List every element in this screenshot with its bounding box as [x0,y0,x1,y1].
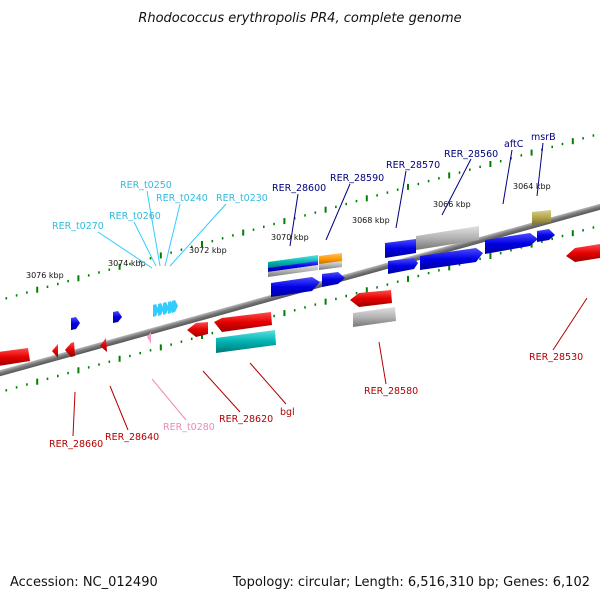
leader-line [72,391,76,437]
leader-line [97,231,153,269]
gene-feature-msrb[interactable] [537,229,555,242]
leader-line [133,221,157,267]
gene-label[interactable]: RER_t0240 [156,193,208,204]
gene-label[interactable]: RER_28660 [49,439,103,450]
scale-labels: 3076 kbp 3074 kbp 3072 kbp 3070 kbp 3068… [26,182,551,280]
gene-label[interactable]: bgl [280,407,295,418]
leader-line [325,183,351,241]
gene-feature-rer-28580-grey[interactable] [353,307,396,327]
gene-feature-rer-28600[interactable] [271,277,320,297]
leader-line [552,297,588,351]
gene-feature-rer-28560[interactable] [420,248,483,270]
scale-label: 3076 kbp [26,271,64,280]
gene-labels-bottom: RER_28660 RER_28640 RER_t0280 RER_28620 … [49,352,583,450]
leader-line [146,190,161,267]
leader-line [502,149,513,205]
gene-label[interactable]: RER_t0270 [52,221,104,232]
trna-feature-reverse[interactable] [147,332,151,344]
gene-feature-small-forward[interactable] [113,311,122,323]
gene-label[interactable]: RER_t0250 [120,180,172,191]
scale-label: 3074 kbp [108,259,146,268]
leader-line [109,385,129,431]
tick-row-outer [5,134,595,300]
map-title: Rhodococcus erythropolis PR4, complete g… [138,11,461,26]
gene-feature-rer-28640[interactable] [100,338,107,352]
gene-label[interactable]: aftC [504,139,524,150]
gene-feature-small-forward[interactable] [71,317,80,330]
reverse-strand-genes [0,244,600,366]
gene-feature-aftc[interactable] [485,233,538,254]
leader-line [151,378,187,421]
gene-feature-rer-28530[interactable] [566,244,600,262]
scale-label: 3068 kbp [352,216,390,225]
gene-label[interactable]: RER_28640 [105,432,159,443]
gene-label[interactable]: RER_28570 [386,160,440,171]
gene-label[interactable]: RER_28530 [529,352,583,363]
leader-line [536,142,544,197]
gene-label[interactable]: RER_28560 [444,149,498,160]
gene-feature-rer-28600-grey[interactable] [268,265,318,277]
gene-feature-rer-28600-blue[interactable] [268,261,318,272]
gene-feature-bgl[interactable] [216,330,276,353]
gene-label[interactable]: RER_28580 [364,386,418,397]
gene-feature-small-reverse[interactable] [52,344,58,358]
gene-label[interactable]: RER_28600 [272,183,326,194]
gene-feature-rer-28570[interactable] [385,239,416,258]
gene-feature-rer-28580[interactable] [350,290,392,307]
gene-feature-rer-28600-teal[interactable] [268,255,318,269]
leader-lines [72,142,588,437]
gene-feature-rer-28660[interactable] [65,342,75,357]
topology-text: Topology: circular; Length: 6,516,310 bp… [232,575,590,590]
accession-text: Accession: NC_012490 [10,575,158,590]
gene-feature-rer-28560-grey[interactable] [416,226,479,250]
gene-labels-top: RER_t0270 RER_t0260 RER_t0250 RER_t0240 … [52,132,556,232]
gene-feature-rer-28590-grey[interactable] [319,261,342,270]
gene-feature-rer-28590[interactable] [322,272,345,287]
leader-line [202,370,241,413]
scale-label: 3064 kbp [513,182,551,191]
gene-label[interactable]: RER_28590 [330,173,384,184]
leader-line [289,193,299,247]
leader-line [164,203,181,267]
scale-label: 3066 kbp [433,200,471,209]
gene-label[interactable]: RER_28620 [219,414,273,425]
scale-label: 3072 kbp [189,246,227,255]
scale-label: 3070 kbp [271,233,309,242]
gene-feature-reverse-left[interactable] [0,348,30,366]
gene-feature-rer-28570-lower[interactable] [388,258,418,274]
forward-strand-genes [71,210,555,330]
trna-cluster [147,300,178,344]
trna-feature[interactable] [158,303,164,316]
leader-line [249,362,287,405]
gene-label[interactable]: msrB [531,132,556,143]
leader-line [441,158,472,216]
gene-feature-rer-28620[interactable] [214,312,272,332]
trna-feature[interactable] [153,304,159,317]
gene-feature-reverse-mid[interactable] [187,322,208,337]
gene-label[interactable]: RER_t0260 [109,211,161,222]
gene-label[interactable]: RER_t0280 [163,422,215,433]
leader-line [169,203,227,267]
trna-feature[interactable] [172,300,178,313]
gene-label[interactable]: RER_t0230 [216,193,268,204]
leader-line [378,341,387,385]
leader-line [395,170,407,229]
gene-feature-msrb-olive[interactable] [532,210,551,225]
trna-feature[interactable] [163,302,169,315]
